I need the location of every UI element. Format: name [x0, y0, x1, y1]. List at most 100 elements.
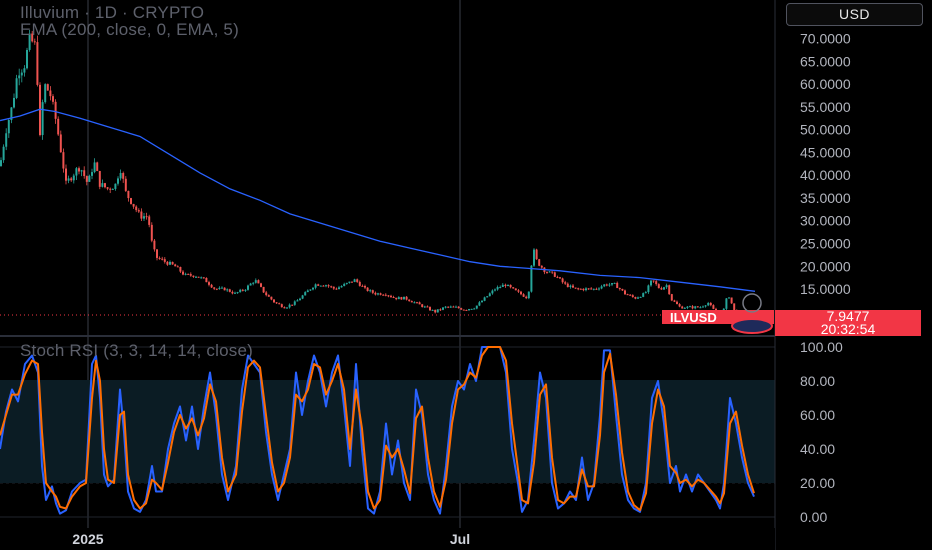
candle-body: [725, 298, 728, 309]
candle-body: [98, 170, 101, 187]
price-tick-label: 25.0000: [800, 236, 851, 252]
ema-line: [0, 108, 756, 292]
candle-body: [551, 271, 554, 273]
candle-body: [132, 203, 135, 207]
candle-body: [265, 292, 268, 296]
candle-body: [184, 273, 187, 275]
candle-body: [379, 293, 382, 295]
candle-body: [475, 305, 478, 309]
candle-body: [114, 183, 117, 189]
stoch-axis[interactable]: 0.00 20.00 40.00 60.00 80.00 100.00: [800, 339, 843, 525]
candle-body: [293, 301, 296, 305]
candle-body: [309, 289, 312, 291]
candle-body: [712, 305, 715, 309]
candle-body: [0, 160, 2, 167]
candle-body: [595, 288, 598, 290]
candle-body: [449, 306, 452, 308]
candle-body: [390, 295, 392, 298]
candle-body: [405, 296, 408, 300]
candle-body: [31, 33, 34, 42]
candle-body: [733, 303, 736, 310]
candle-body: [361, 285, 364, 287]
candle-body: [644, 292, 647, 294]
candle-body: [462, 309, 465, 311]
candle-body: [83, 170, 86, 177]
time-tick-label: Jul: [450, 531, 470, 547]
candle-body: [657, 284, 660, 289]
candle-body: [634, 297, 637, 299]
candle-body: [62, 152, 65, 169]
candle-body: [507, 284, 509, 287]
candle-body: [709, 303, 712, 306]
time-axis-bg: [0, 528, 775, 550]
crosshair-icon[interactable]: [742, 293, 762, 313]
candle-body: [538, 259, 541, 266]
candle-body: [613, 282, 616, 284]
candle-body: [517, 290, 520, 292]
candle-body: [322, 285, 325, 287]
candle-body: [117, 178, 119, 184]
candle-body: [676, 301, 678, 305]
candle-body: [306, 290, 309, 293]
candle-body: [694, 306, 697, 309]
candle-body: [561, 278, 564, 283]
price-tick-label: 30.0000: [800, 213, 851, 229]
stoch-tick-label: 100.00: [800, 339, 843, 355]
flag-icon[interactable]: [731, 318, 773, 334]
ema-legend: EMA (200, close, 0, EMA, 5): [20, 20, 239, 39]
candle-body: [582, 288, 585, 291]
candle-body: [226, 289, 229, 291]
candle-body: [252, 282, 255, 284]
candle-body: [665, 285, 668, 288]
candle-body: [423, 306, 426, 308]
candle-body: [444, 306, 447, 308]
candle-body: [221, 287, 223, 289]
currency-button[interactable]: USD: [786, 3, 923, 26]
candle-body: [249, 283, 252, 286]
candle-body: [566, 283, 569, 288]
candle-body: [171, 261, 174, 265]
candle-body: [413, 302, 416, 304]
candle-body: [395, 297, 398, 300]
candle-body: [639, 296, 642, 298]
candle-body: [400, 297, 403, 300]
stoch-tick-label: 20.00: [800, 475, 835, 491]
candle-body: [481, 300, 483, 303]
candle-body: [509, 284, 512, 288]
candle-body: [49, 90, 52, 97]
candle-body: [143, 216, 145, 219]
candle-body: [397, 297, 400, 300]
candle-body: [647, 285, 650, 293]
candle-body: [330, 286, 333, 288]
time-axis[interactable]: 2025 Jul: [0, 528, 775, 550]
candle-body: [106, 187, 109, 189]
candle-body: [2, 146, 5, 161]
candle-body: [343, 283, 346, 287]
candle-body: [592, 288, 595, 290]
candle-body: [88, 175, 91, 182]
candle-body: [156, 249, 158, 258]
candle-body: [15, 78, 18, 98]
candle-body: [41, 102, 44, 136]
candle-body: [93, 162, 96, 173]
candle-body: [338, 287, 340, 290]
candle-body: [179, 266, 182, 272]
candle-body: [23, 68, 26, 73]
candle-body: [7, 120, 10, 134]
candle-body: [59, 134, 62, 153]
candle-body: [267, 295, 270, 297]
badge-price: 7.9477: [827, 308, 870, 324]
candle-body: [148, 216, 151, 225]
candle-body: [626, 294, 629, 296]
price-tick-label: 40.0000: [800, 167, 851, 183]
price-axis[interactable]: 15.0000 20.0000 25.0000 30.0000 35.0000 40.00…: [800, 31, 851, 297]
candle-series: [0, 30, 738, 320]
candle-body: [499, 286, 502, 288]
candle-body: [728, 297, 730, 299]
candle-body: [696, 306, 699, 308]
candle-body: [598, 288, 600, 290]
candle-body: [174, 264, 177, 267]
candle-body: [169, 261, 171, 265]
price-tick-label: 60.0000: [800, 76, 851, 92]
